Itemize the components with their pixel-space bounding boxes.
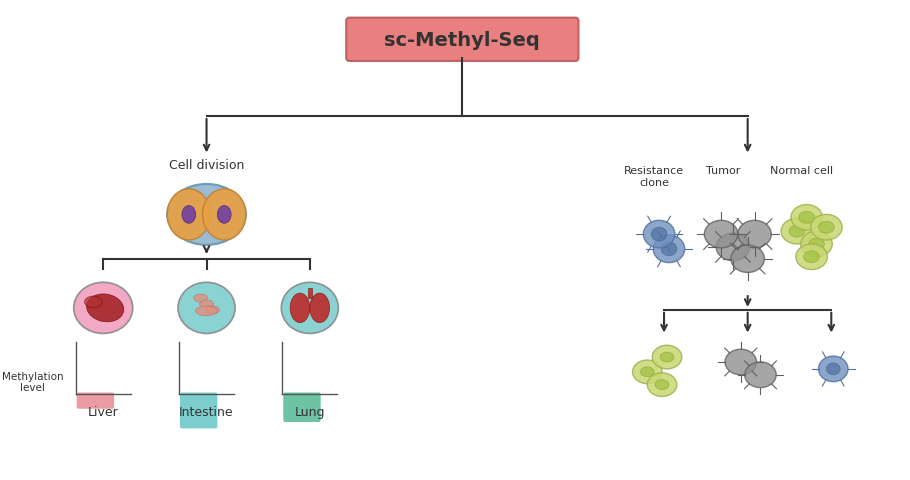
Ellipse shape	[86, 294, 124, 322]
Ellipse shape	[781, 219, 813, 244]
Ellipse shape	[217, 206, 231, 224]
Ellipse shape	[203, 190, 246, 240]
FancyBboxPatch shape	[346, 19, 579, 62]
Ellipse shape	[652, 346, 682, 369]
Ellipse shape	[196, 306, 217, 316]
Ellipse shape	[74, 283, 133, 334]
Ellipse shape	[199, 300, 214, 308]
Ellipse shape	[309, 293, 329, 323]
Ellipse shape	[290, 293, 309, 323]
Ellipse shape	[809, 239, 824, 250]
Ellipse shape	[716, 234, 750, 261]
Text: sc-Methyl-Seq: sc-Methyl-Seq	[384, 31, 541, 49]
Ellipse shape	[811, 215, 842, 240]
Ellipse shape	[799, 212, 814, 224]
Ellipse shape	[652, 228, 667, 241]
Ellipse shape	[744, 362, 776, 388]
Ellipse shape	[818, 356, 848, 382]
Text: Cell division: Cell division	[169, 159, 244, 172]
Ellipse shape	[791, 205, 823, 231]
Ellipse shape	[647, 373, 677, 396]
Ellipse shape	[661, 242, 677, 256]
FancyBboxPatch shape	[180, 393, 217, 429]
Text: Normal cell: Normal cell	[770, 166, 834, 176]
Ellipse shape	[804, 252, 820, 263]
Text: Resistance
clone: Resistance clone	[624, 166, 684, 187]
Ellipse shape	[738, 221, 772, 248]
FancyBboxPatch shape	[283, 393, 320, 422]
Ellipse shape	[178, 283, 235, 334]
Ellipse shape	[641, 367, 654, 377]
Text: Intestine: Intestine	[179, 405, 234, 418]
Ellipse shape	[182, 206, 196, 224]
Text: Methylation
level: Methylation level	[2, 371, 63, 393]
Ellipse shape	[826, 363, 840, 375]
Bar	[308, 288, 312, 299]
Ellipse shape	[725, 349, 756, 375]
Ellipse shape	[789, 226, 804, 238]
Ellipse shape	[660, 352, 674, 362]
Ellipse shape	[818, 222, 834, 234]
Ellipse shape	[194, 295, 207, 302]
Ellipse shape	[801, 232, 833, 257]
Ellipse shape	[167, 184, 246, 245]
Text: Lung: Lung	[295, 405, 325, 418]
Ellipse shape	[655, 380, 669, 390]
Ellipse shape	[85, 297, 102, 308]
Text: Liver: Liver	[88, 405, 118, 418]
Ellipse shape	[643, 221, 675, 248]
Ellipse shape	[167, 190, 210, 240]
FancyBboxPatch shape	[76, 393, 114, 409]
Ellipse shape	[731, 245, 764, 273]
Text: Tumor: Tumor	[706, 166, 740, 176]
Ellipse shape	[704, 221, 738, 248]
Ellipse shape	[653, 236, 684, 263]
Ellipse shape	[206, 306, 219, 314]
Ellipse shape	[796, 244, 827, 270]
Ellipse shape	[281, 283, 339, 334]
Ellipse shape	[632, 360, 662, 384]
